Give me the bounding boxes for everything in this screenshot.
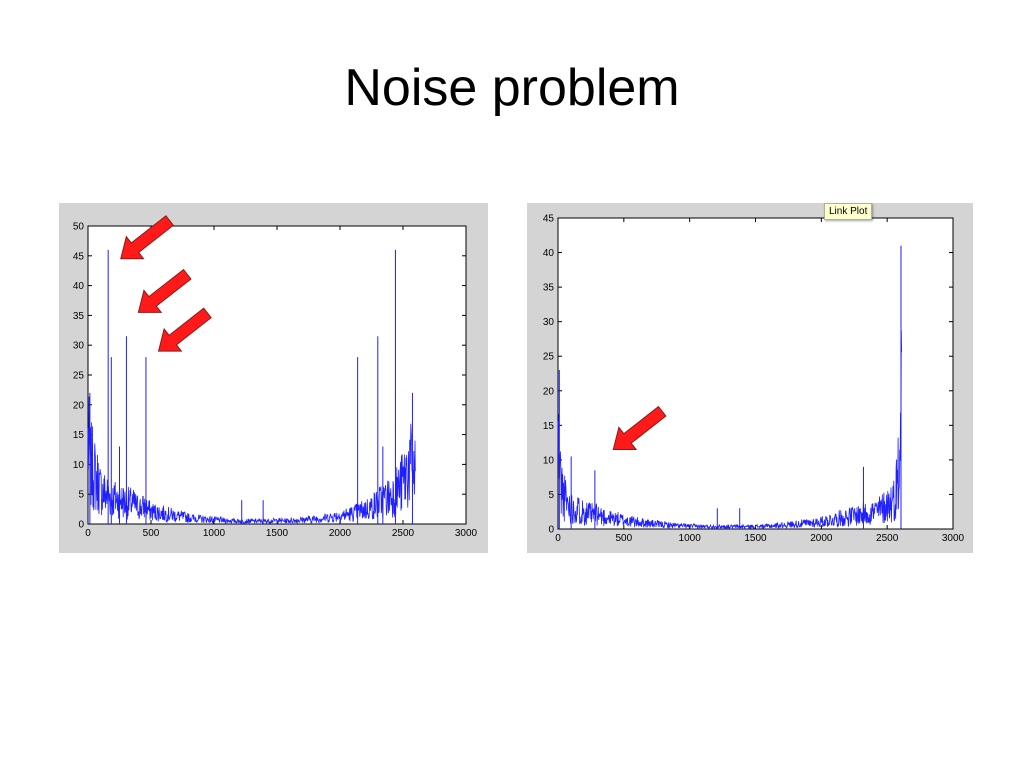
x-tick-label: 2500 <box>392 528 415 539</box>
y-tick-label: 20 <box>73 400 85 411</box>
y-tick-label: 10 <box>543 455 555 466</box>
x-tick-label: 2000 <box>810 533 833 544</box>
plot-area <box>557 217 954 530</box>
x-tick-label: 2500 <box>876 533 899 544</box>
chart-svg: 0 500 1000 1500 2000 2500 3000 0 5 10 15 20 25 30 35 40… <box>73 222 478 540</box>
y-tick-label: 0 <box>548 525 554 536</box>
x-tick-label: 0 <box>85 528 91 539</box>
y-tick-label: 0 <box>78 520 84 531</box>
x-tick-label: 2000 <box>329 528 352 539</box>
x-tick-label: 0 <box>555 533 561 544</box>
y-tick-label: 45 <box>73 251 85 262</box>
x-tick-label: 1500 <box>266 528 289 539</box>
right-plot-figure: 0 500 1000 1500 2000 2500 3000 0 5 10 15 20 25 30 35 40… <box>527 203 973 553</box>
x-tick-label: 1000 <box>203 528 226 539</box>
y-tick-label: 5 <box>548 490 554 501</box>
y-tick-label: 30 <box>73 341 85 352</box>
signal-series-line <box>87 396 416 525</box>
signal-series-line <box>557 330 902 530</box>
x-tick-label: 500 <box>143 528 160 539</box>
x-tick-label: 1000 <box>679 533 702 544</box>
y-tick-label: 35 <box>543 283 555 294</box>
x-tick-label: 1500 <box>744 533 767 544</box>
slide-title: Noise problem <box>344 59 680 117</box>
y-tick-label: 10 <box>73 460 85 471</box>
y-tick-label: 30 <box>543 317 555 328</box>
x-tick-label: 3000 <box>942 533 965 544</box>
y-tick-label: 25 <box>73 371 85 382</box>
left-plot-figure: 0 500 1000 1500 2000 2500 3000 0 5 10 15 20 25 30 35 40… <box>59 203 488 553</box>
y-tick-label: 50 <box>73 222 85 233</box>
x-tick-label: 500 <box>615 533 632 544</box>
y-tick-label: 25 <box>543 352 555 363</box>
y-tick-label: 35 <box>73 311 85 322</box>
y-tick-label: 15 <box>543 421 555 432</box>
x-tick-label: 3000 <box>455 528 478 539</box>
link-plot-tooltip: Link Plot <box>824 203 873 220</box>
y-tick-label: 40 <box>73 281 85 292</box>
y-tick-label: 20 <box>543 386 555 397</box>
y-tick-label: 15 <box>73 430 85 441</box>
y-tick-label: 5 <box>78 490 84 501</box>
y-tick-label: 45 <box>543 214 555 225</box>
chart-svg: 0 500 1000 1500 2000 2500 3000 0 5 10 15 20 25 30 35 40… <box>543 214 965 545</box>
y-tick-label: 40 <box>543 248 555 259</box>
